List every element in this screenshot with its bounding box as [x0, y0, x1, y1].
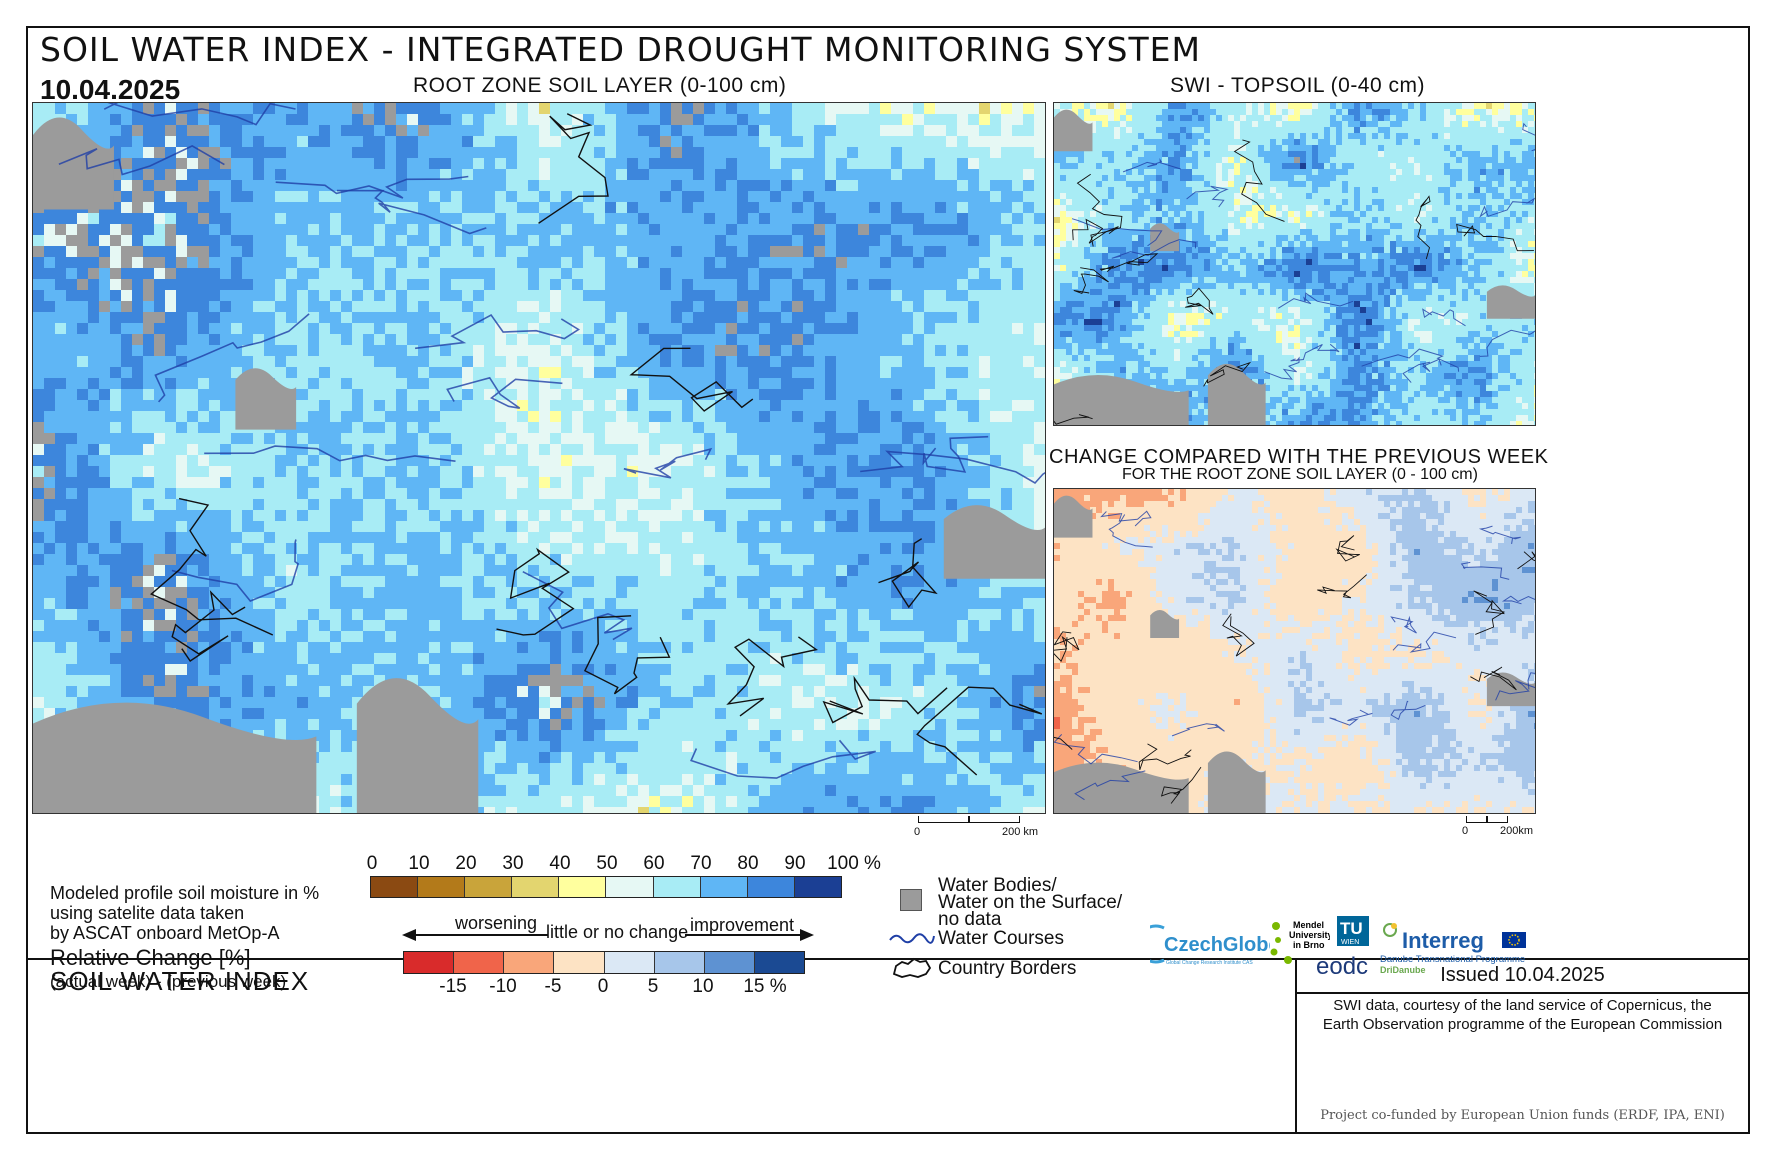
change-swatch: [554, 952, 605, 973]
change-swatch: [504, 952, 555, 973]
water-course-icon: [889, 933, 935, 944]
swi-swatch: [418, 877, 466, 897]
page-title: SOIL WATER INDEX - INTEGRATED DROUGHT MO…: [40, 30, 1201, 69]
legend-desc-3: by ASCAT onboard MetOp-A: [50, 923, 280, 943]
water-bodies-label-2: Water on the Surface/: [938, 892, 1123, 913]
tick-label: -10: [489, 976, 517, 997]
swi-swatch: [606, 877, 654, 897]
change-swatch: [454, 952, 505, 973]
swi-swatch: [747, 877, 795, 897]
tick-label: 40: [549, 853, 571, 874]
topsoil-map[interactable]: [1053, 102, 1536, 426]
change-swatch: [704, 952, 755, 973]
relative-change-title: Relative Change [%]: [50, 945, 251, 970]
issued-date: Issued 10.04.2025: [1297, 958, 1748, 994]
mendel-university-logo[interactable]: Mendel University in Brno: [1270, 916, 1333, 971]
tick-label: -5: [544, 976, 562, 997]
swi-colorbar: [370, 876, 842, 898]
eodc-logo[interactable]: eodc: [1316, 950, 1376, 985]
tick-label: 30: [502, 853, 524, 874]
swi-swatch: [794, 877, 841, 897]
change-swatch: [654, 952, 705, 973]
change-map-subtitle: FOR THE ROOT ZONE SOIL LAYER (0 - 100 cm…: [1122, 466, 1478, 483]
tick-label: 10: [692, 976, 714, 997]
tu-wien-logo[interactable]: TU WIEN: [1337, 916, 1369, 951]
map-date: 10.04.2025: [40, 74, 181, 105]
water-courses-label: Water Courses: [938, 928, 1064, 949]
tick-label: 70: [690, 853, 712, 874]
tick-label: 5: [647, 976, 659, 997]
main-map-label: ROOT ZONE SOIL LAYER (0-100 cm): [413, 74, 787, 97]
tick-label: 90: [784, 853, 806, 874]
tick-label: -15: [439, 976, 467, 997]
water-bodies-label-3: no data: [938, 909, 1002, 930]
tick-label: 15 %: [743, 976, 787, 997]
tick-label: 100 %: [827, 853, 881, 874]
water-bodies-label-1: Water Bodies/: [938, 875, 1057, 896]
swi-swatch: [465, 877, 513, 897]
root-zone-map[interactable]: [32, 102, 1046, 814]
swi-swatch: [512, 877, 560, 897]
tick-label: 10: [408, 853, 430, 874]
main-scale-bar: 0 200 km: [914, 816, 1041, 838]
swi-swatch: [653, 877, 701, 897]
swi-swatch: [700, 877, 748, 897]
change-swatch: [604, 952, 655, 973]
info-panel: [1295, 958, 1750, 1134]
interreg-logo[interactable]: Interreg Danube Transnational Programme …: [1380, 918, 1530, 981]
tick-label: 60: [643, 853, 665, 874]
topsoil-map-label: SWI - TOPSOIL (0-40 cm): [1170, 74, 1425, 97]
change-scale-bar: 0 200km: [1462, 816, 1554, 837]
change-swatch: [754, 952, 804, 973]
change-map[interactable]: [1053, 488, 1536, 814]
legend-panel: [26, 958, 1750, 1134]
worsening-label: worsening: [455, 913, 538, 933]
funding-note: Project co-funded by European Union fund…: [1320, 1108, 1725, 1123]
swi-swatch: [559, 877, 607, 897]
tick-label: 50: [596, 853, 618, 874]
legend-desc-1: Modeled profile soil moisture in %: [50, 883, 320, 903]
tick-label: 0: [366, 853, 378, 874]
change-colorbar: [403, 951, 805, 974]
no-change-label: little or no change: [546, 922, 689, 942]
change-map-title: CHANGE COMPARED WITH THE PREVIOUS WEEK: [1049, 446, 1549, 468]
country-border-icon: [892, 957, 932, 978]
tick-label: 0: [597, 976, 609, 997]
change-swatch: [404, 952, 455, 973]
czechglobe-logo[interactable]: CzechGlobe Global Change Research Instit…: [1136, 920, 1280, 971]
country-borders-label: Country Borders: [938, 958, 1077, 979]
swi-swatch: [371, 877, 419, 897]
change-direction-arrows: [402, 929, 814, 941]
relative-change-sub: (actual week) - (previous week): [50, 972, 287, 991]
legend-title: SOIL WATER INDEX: [50, 966, 310, 996]
legend-desc-2: using satelite data taken: [50, 903, 245, 923]
tick-label: 20: [455, 853, 477, 874]
data-credit: SWI data, courtesy of the land service o…: [1322, 997, 1723, 1033]
improvement-label: improvement: [690, 915, 795, 935]
tick-label: 80: [737, 853, 759, 874]
water-bodies-swatch: [900, 889, 922, 911]
